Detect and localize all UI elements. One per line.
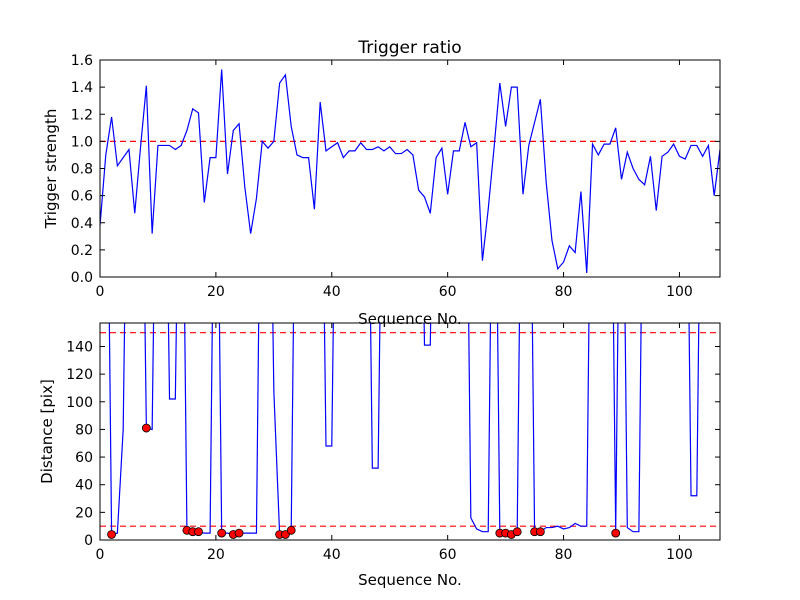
bottom-y-tick-label: 140 [66,339,93,355]
top-y-axis-label: Trigger strength [42,109,60,230]
bottom-x-tick-label: 20 [207,547,225,563]
top-y-tick-label: 0.6 [71,189,93,205]
bottom-series-line [108,323,700,536]
bottom-y-tick-label: 40 [75,478,93,494]
top-x-ticks: 0 20 40 60 80 100 [96,60,693,300]
top-x-tick-label: 0 [96,284,105,300]
top-y-tick-label: 1.6 [71,53,93,69]
top-y-tick-label: 0.2 [71,243,93,259]
bottom-y-tick-label: 100 [66,395,93,411]
top-axes-frame [99,59,721,278]
bottom-marker-point [535,527,545,537]
top-x-tick-label: 60 [439,284,457,300]
bottom-marker-point [286,525,296,535]
bottom-markers [107,423,621,539]
bottom-y-tick-label: 20 [75,505,93,521]
top-x-tick-label: 20 [207,284,225,300]
bottom-x-axis-label: Sequence No. [358,571,462,589]
bottom-marker-point [217,528,227,538]
bottom-marker-point [234,528,244,538]
bottom-x-tick-label: 100 [666,547,693,563]
top-y-tick-label: 0.0 [71,270,93,286]
top-chart: Trigger ratio 0 20 40 60 80 100 0.00.20.40.60… [42,38,721,328]
bottom-x-tick-label: 0 [96,547,105,563]
bottom-marker-point [141,423,151,433]
bottom-chart: 0 20 40 60 80 100 0 20 40 60 80 100 120 140 Sequence… [38,322,721,589]
bottom-y-tick-label: 120 [66,367,93,383]
bottom-plot-area [100,323,720,536]
bottom-y-tick-label: 60 [75,450,93,466]
bottom-x-tick-label: 40 [323,547,341,563]
bottom-y-tick-label: 0 [84,533,93,549]
bottom-x-tick-label: 60 [439,547,457,563]
top-x-tick-label: 40 [323,284,341,300]
bottom-x-ticks: 0 20 40 60 80 100 [96,323,693,563]
bottom-y-tick-label: 80 [75,422,93,438]
bottom-axes-frame [99,322,721,541]
top-chart-title: Trigger ratio [357,38,461,58]
top-series-line [100,69,720,273]
top-y-tick-label: 0.4 [71,216,93,232]
top-y-tick-label: 1.2 [71,107,93,123]
bottom-marker-point [512,527,522,537]
top-y-tick-label: 0.8 [71,162,93,178]
top-y-tick-label: 1.0 [71,134,93,150]
top-y-ticks: 0.0 0.2 0.4 0.6 0.8 1.0 1.2 1.4 1.6 [71,53,720,286]
bottom-marker-point [194,527,203,537]
bottom-x-tick-label: 80 [555,547,573,563]
bottom-marker-point [611,528,621,538]
bottom-marker-point [107,530,116,539]
top-x-tick-label: 80 [555,284,573,300]
bottom-y-ticks: 0 20 40 60 80 100 120 140 [66,339,720,549]
top-y-tick-label: 1.4 [71,80,93,96]
top-x-tick-label: 100 [666,284,693,300]
top-plot-area [100,69,720,273]
bottom-y-axis-label: Distance [pix] [38,379,56,484]
top-x-axis-label: Sequence No. [358,310,462,328]
